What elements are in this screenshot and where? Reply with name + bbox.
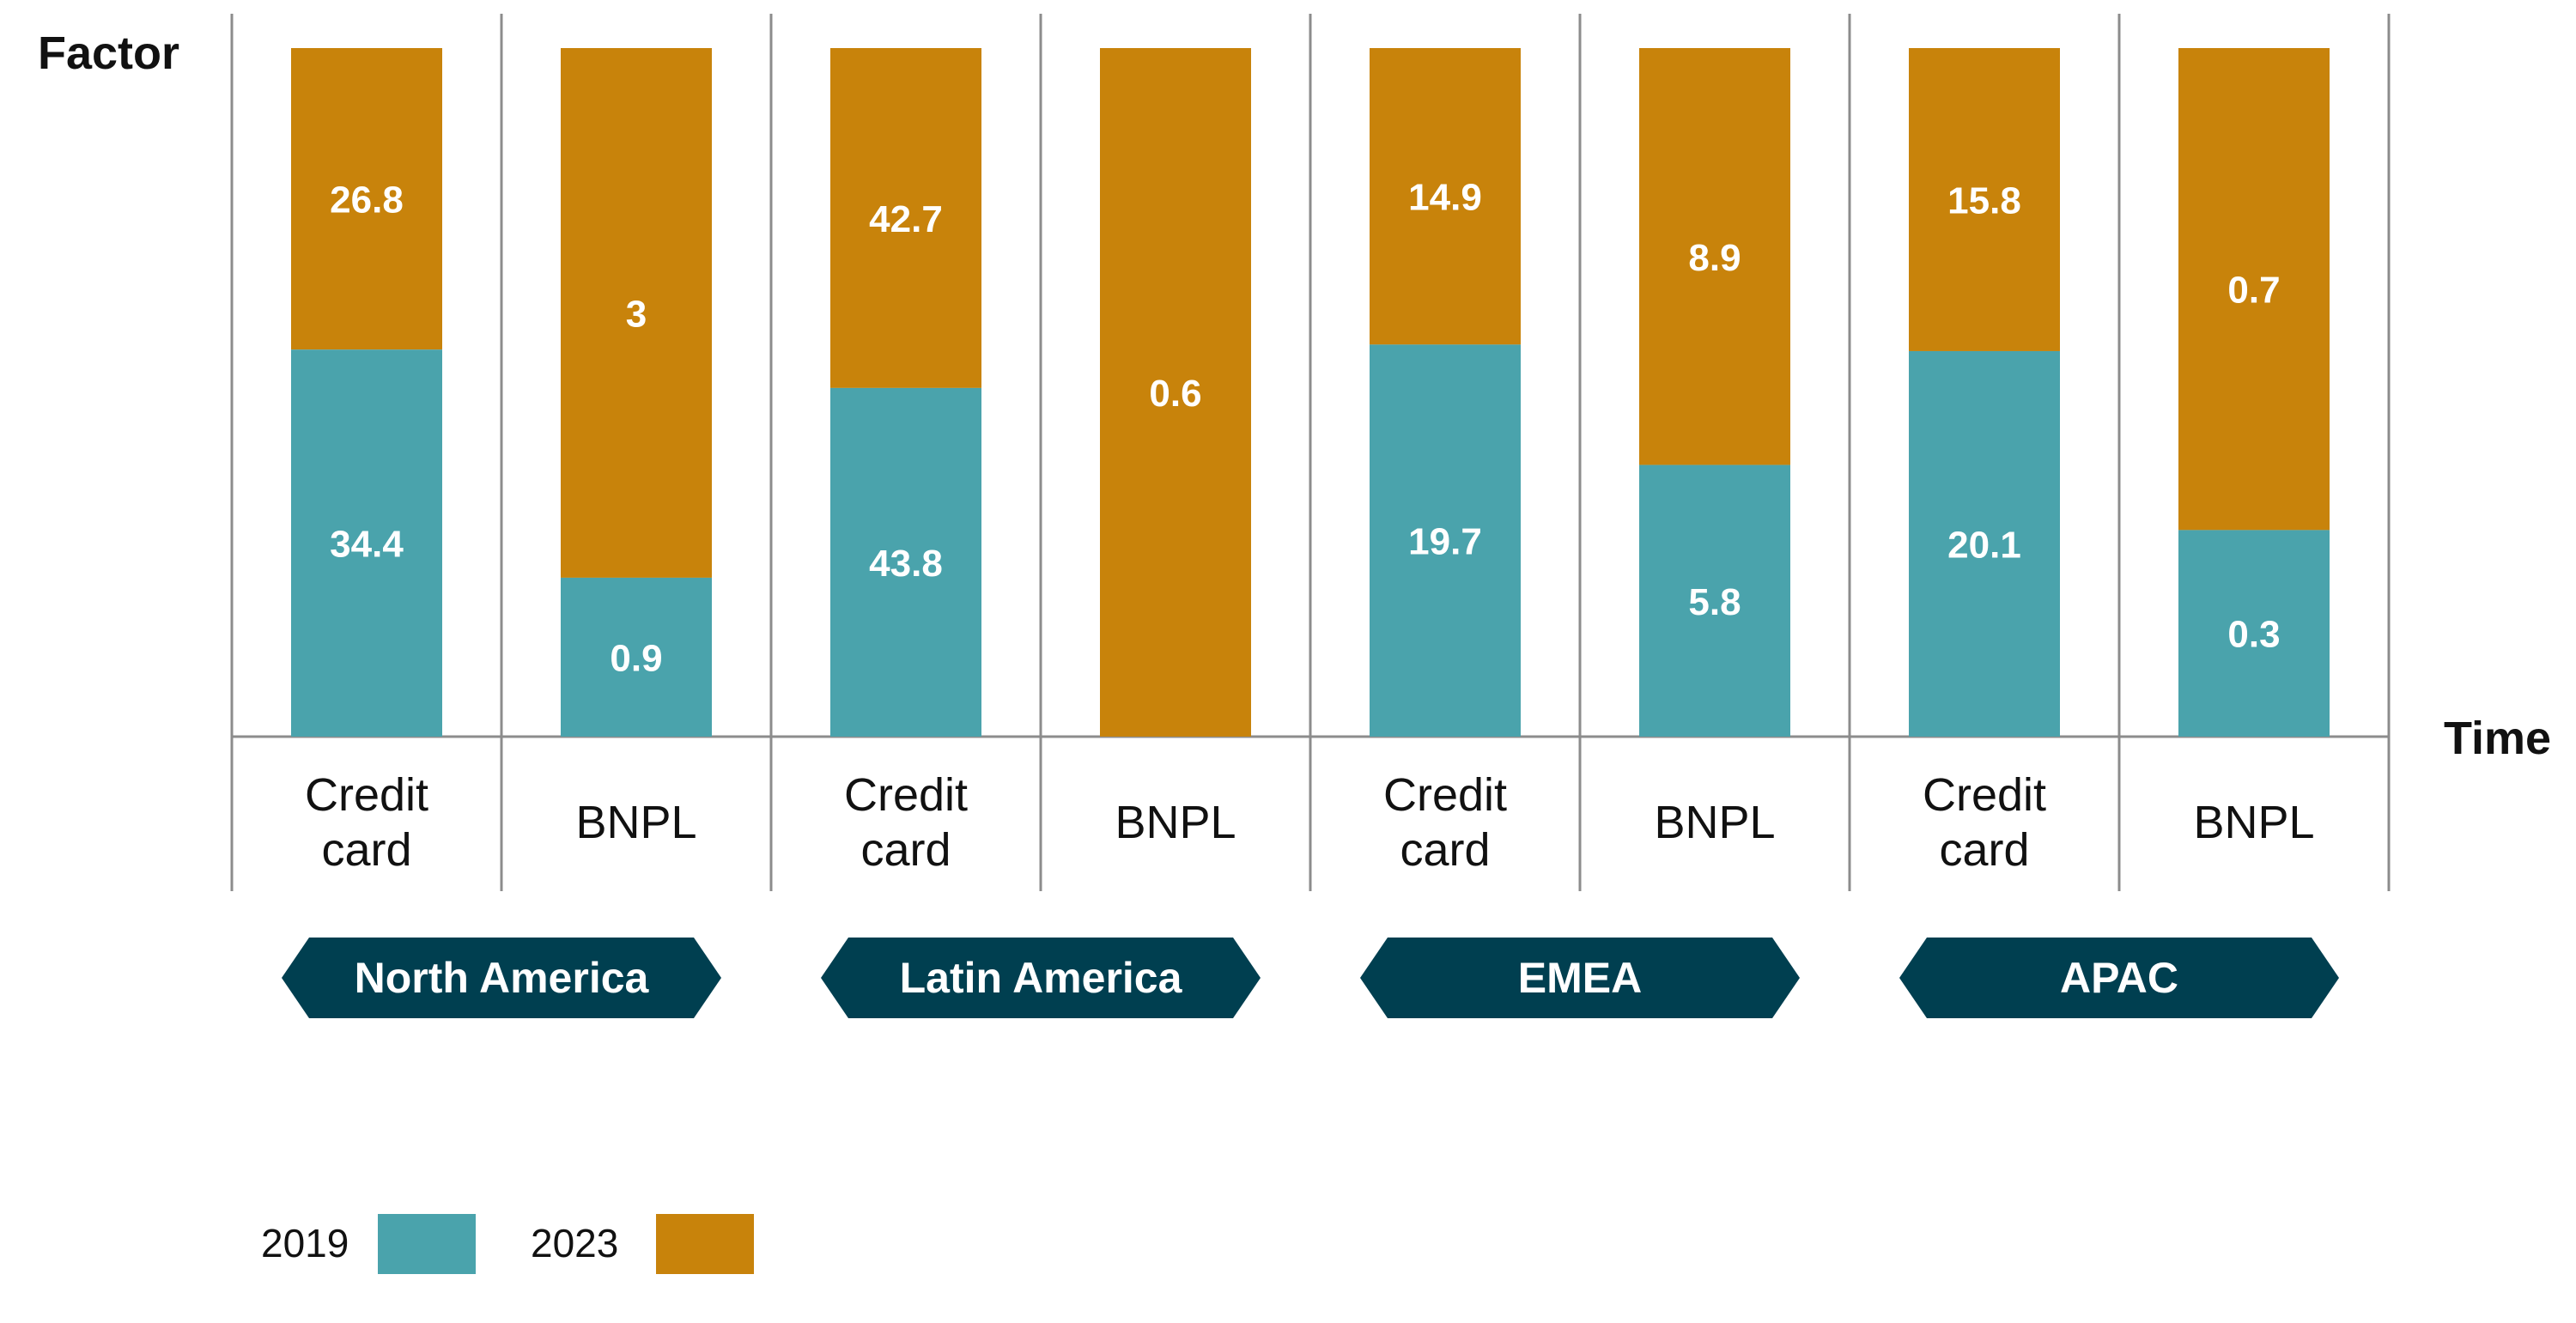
bar-segment-2023 bbox=[1639, 48, 1790, 465]
category-label: BNPL bbox=[1654, 797, 1775, 848]
category-label: card bbox=[321, 824, 411, 876]
data-label-2023: 3 bbox=[626, 293, 647, 335]
category-label: Credit bbox=[1383, 769, 1507, 821]
data-label-2023: 15.8 bbox=[1947, 179, 2021, 222]
region-badge bbox=[1360, 938, 1800, 1018]
bar-segment-2023 bbox=[291, 48, 442, 350]
x-axis-title: Time bbox=[2444, 713, 2551, 764]
bar-segment-2023 bbox=[1100, 48, 1251, 737]
category-label: Credit bbox=[844, 769, 968, 821]
bar-segment-2019 bbox=[561, 577, 712, 737]
bar-segment-2023 bbox=[2178, 48, 2330, 531]
legend-swatch bbox=[378, 1214, 476, 1274]
bar-segment-2023 bbox=[1909, 48, 2060, 351]
category-label: BNPL bbox=[1115, 797, 1236, 848]
category-label: BNPL bbox=[2193, 797, 2314, 848]
data-label-2019: 19.7 bbox=[1408, 521, 1482, 563]
data-label-2019: 43.8 bbox=[869, 543, 943, 585]
bar-segment-2019 bbox=[1370, 344, 1521, 737]
data-label-2023: 0.7 bbox=[2227, 270, 2280, 312]
data-label-2023: 8.9 bbox=[1688, 237, 1741, 279]
legend: 2019 2023 bbox=[261, 1214, 754, 1274]
grid-lines bbox=[230, 14, 2391, 891]
region-label: North America bbox=[355, 954, 650, 1002]
data-label-2019: 20.1 bbox=[1947, 524, 2021, 566]
y-axis-title: Factor bbox=[38, 27, 179, 79]
region-badges: North America Latin America EMEA APAC bbox=[282, 938, 2339, 1018]
bar-segment-2019 bbox=[1639, 464, 1790, 737]
category-label: BNPL bbox=[575, 797, 696, 848]
data-label-2023: 26.8 bbox=[330, 179, 404, 222]
category-label: Credit bbox=[305, 769, 428, 821]
bar-segment-2023 bbox=[1370, 48, 1521, 345]
category-label: card bbox=[860, 824, 951, 876]
data-label-2019: 0.9 bbox=[610, 637, 662, 679]
bars bbox=[291, 48, 2330, 737]
data-label-2023: 14.9 bbox=[1408, 177, 1482, 219]
region-label: Latin America bbox=[900, 954, 1183, 1002]
bar-segment-2023 bbox=[830, 48, 981, 388]
bar-segment-2019 bbox=[1909, 350, 2060, 737]
region-label: EMEA bbox=[1518, 954, 1642, 1002]
data-label-2023: 0.6 bbox=[1149, 373, 1201, 415]
category-label: card bbox=[1939, 824, 2029, 876]
data-label-2019: 0.3 bbox=[2227, 614, 2280, 656]
legend-swatch bbox=[656, 1214, 754, 1274]
bar-segment-2023 bbox=[561, 48, 712, 578]
legend-label: 2019 bbox=[261, 1221, 349, 1265]
bar-segment-2019 bbox=[291, 349, 442, 737]
data-label-2019: 5.8 bbox=[1688, 581, 1741, 623]
category-labels: CreditcardBNPLCreditcardBNPLCreditcardBN… bbox=[305, 769, 2315, 876]
category-label: card bbox=[1400, 824, 1490, 876]
region-label: APAC bbox=[2060, 954, 2178, 1002]
category-label: Credit bbox=[1923, 769, 2046, 821]
bar-segment-2019 bbox=[2178, 530, 2330, 737]
region-badge bbox=[821, 938, 1261, 1018]
data-label-2023: 42.7 bbox=[869, 198, 943, 240]
legend-label: 2023 bbox=[531, 1221, 618, 1265]
data-label-2019: 34.4 bbox=[330, 524, 404, 566]
region-badge bbox=[1899, 938, 2339, 1018]
bar-segment-2019 bbox=[830, 387, 981, 737]
data-labels: 26.8 34.4 3 0.9 42.7 43.8 0.6 14.9 19.7 8.9 5.8 15.… bbox=[330, 177, 2280, 680]
region-badge bbox=[282, 938, 721, 1018]
